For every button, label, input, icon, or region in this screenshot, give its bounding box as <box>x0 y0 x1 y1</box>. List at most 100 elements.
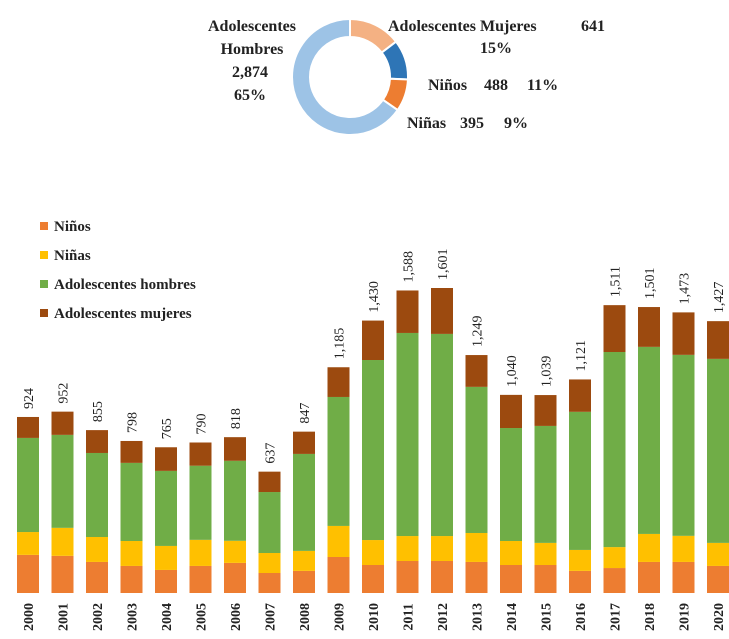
bar-segment <box>603 352 626 548</box>
bar-segment <box>465 532 488 562</box>
total-label: 1,039 <box>540 356 555 388</box>
total-label: 1,121 <box>574 340 589 372</box>
legend-swatch <box>40 251 48 259</box>
bar-segment <box>258 572 281 593</box>
x-tick-label: 2011 <box>402 603 417 630</box>
bar-segment <box>327 556 350 593</box>
legend-label: Adolescentes hombres <box>54 277 196 293</box>
segment-percent: 15% <box>480 40 512 57</box>
x-tick-label: 2013 <box>471 603 486 631</box>
bar-segment <box>51 555 74 593</box>
legend-label: Niñas <box>54 248 91 264</box>
total-label: 1,249 <box>471 316 486 348</box>
bar-segment <box>224 460 246 541</box>
bar-segment <box>707 542 729 566</box>
legend-label: Niños <box>54 219 91 235</box>
bar-segment <box>51 411 74 435</box>
total-label: 790 <box>195 414 210 435</box>
bar-segment <box>603 305 626 353</box>
bar-segment <box>17 416 39 438</box>
x-tick-label: 2005 <box>195 603 210 631</box>
bar-segment <box>362 564 384 593</box>
legend-swatch <box>40 222 48 230</box>
bar-segment <box>327 367 350 397</box>
bar-segment <box>638 533 660 562</box>
x-tick-label: 2004 <box>160 603 175 631</box>
x-tick-label: 2001 <box>57 603 72 631</box>
bar-segment <box>500 394 522 429</box>
bar-segment <box>189 539 212 566</box>
bar-segment <box>465 386 488 533</box>
x-tick-label: 2002 <box>91 603 106 631</box>
x-tick-label: 2000 <box>22 603 37 631</box>
bar-segment <box>120 540 143 566</box>
x-tick-label: 2010 <box>367 603 382 631</box>
bar-segment <box>293 431 315 454</box>
total-label: 952 <box>57 383 72 404</box>
total-label: 1,511 <box>609 266 624 297</box>
total-label: 1,601 <box>436 249 451 281</box>
bar-segment <box>569 411 591 550</box>
bar-segment <box>465 355 488 387</box>
bar-segment <box>465 561 488 593</box>
bar-segment <box>155 470 177 546</box>
legend-swatch <box>40 280 48 288</box>
total-label: 1,427 <box>712 282 727 314</box>
bar-segment <box>155 569 177 593</box>
bar-segment <box>569 549 591 571</box>
bar-segment <box>224 437 246 461</box>
donut-segment <box>291 17 400 136</box>
bar-segment <box>120 440 143 463</box>
bar-segment <box>500 564 522 593</box>
segment-value: 2,874 <box>232 64 268 81</box>
bar-segment <box>51 527 74 556</box>
bar-segment <box>362 360 384 541</box>
bar-segment <box>431 288 453 334</box>
bar-segment <box>258 492 281 553</box>
segment-percent: 11% <box>527 77 559 94</box>
bar-segment <box>707 358 729 543</box>
bar-segment <box>293 453 315 551</box>
total-label: 1,430 <box>367 281 382 313</box>
total-label: 765 <box>160 418 175 439</box>
bar-segment <box>534 425 557 543</box>
bar-segment <box>672 354 695 536</box>
bar-segment <box>155 447 177 471</box>
bar-segment <box>707 321 729 359</box>
segment-name: Adolescentes Hombres <box>208 18 296 58</box>
x-tick-label: 2018 <box>643 603 658 631</box>
x-tick-label: 2020 <box>712 603 727 631</box>
bar-segment <box>155 545 177 570</box>
bar-segment <box>638 346 660 534</box>
bar-segment <box>534 395 557 426</box>
segment-name: Niños <box>428 77 468 94</box>
x-tick-label: 2014 <box>505 603 520 631</box>
total-label: 855 <box>91 401 106 422</box>
bar-segment <box>120 462 143 541</box>
x-tick-label: 2008 <box>298 603 313 631</box>
bar-segment <box>707 565 729 593</box>
bar-segment <box>569 570 591 593</box>
bar-segment <box>224 540 246 563</box>
bar-segment <box>86 536 108 562</box>
bar-segment <box>500 428 522 541</box>
x-tick-label: 2012 <box>436 603 451 631</box>
bar-segment <box>17 437 39 533</box>
x-tick-label: 2015 <box>540 603 555 631</box>
segment-percent: 9% <box>504 115 528 132</box>
bar-segment <box>500 540 522 565</box>
total-label: 1,501 <box>643 268 658 300</box>
total-label: 637 <box>264 443 279 464</box>
bar-segment <box>17 554 39 593</box>
bar-segment <box>603 547 626 569</box>
bar-segment <box>189 565 212 593</box>
segment-value: 395 <box>460 115 484 132</box>
bar-segment <box>396 560 419 593</box>
bar-segment <box>362 320 384 361</box>
bar-segment <box>396 290 419 333</box>
legend-swatch <box>40 309 48 317</box>
x-tick-label: 2003 <box>126 603 141 631</box>
bar-segment <box>86 452 108 537</box>
total-label: 798 <box>126 412 141 433</box>
